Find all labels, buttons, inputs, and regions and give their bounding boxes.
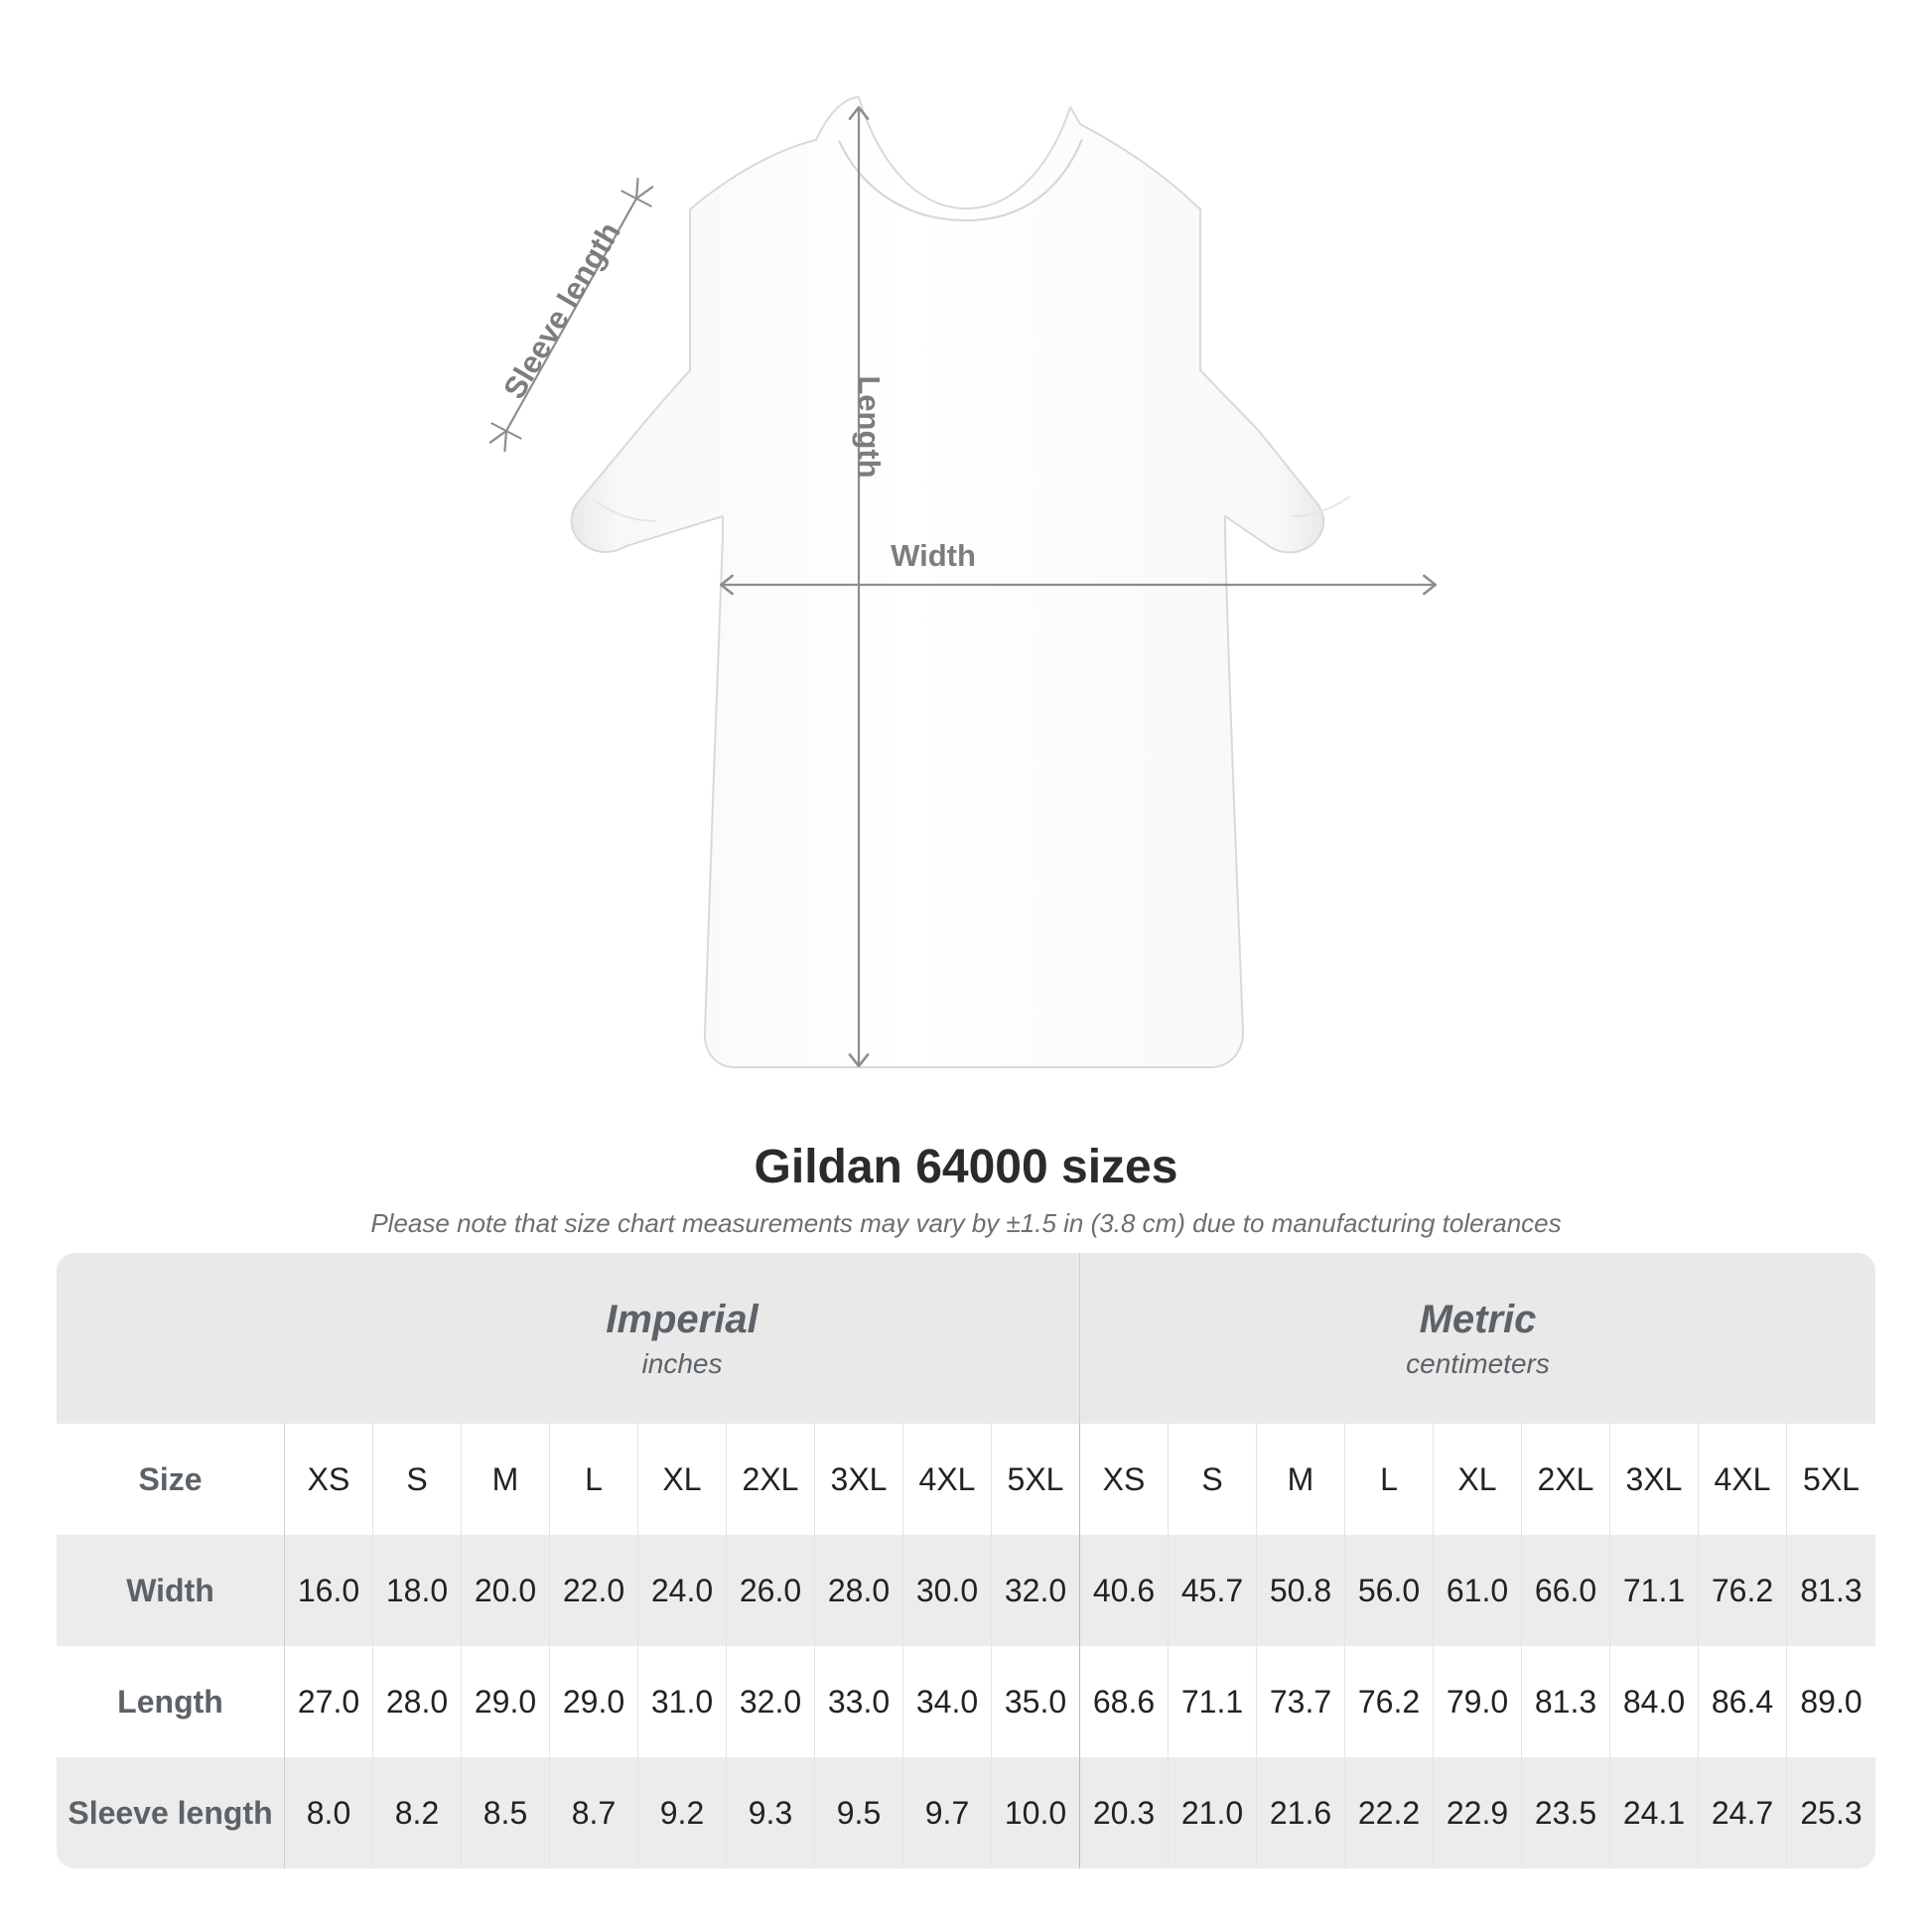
svg-text:Sleeve length: Sleeve length xyxy=(496,216,627,405)
svg-text:Length: Length xyxy=(852,375,887,478)
svg-text:Width: Width xyxy=(891,538,976,573)
